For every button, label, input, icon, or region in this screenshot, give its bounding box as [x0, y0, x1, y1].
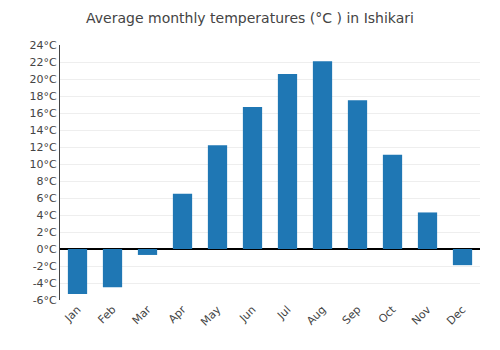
svg-text:-6°C: -6°C: [33, 294, 57, 307]
svg-text:Feb: Feb: [96, 303, 119, 326]
svg-text:6°C: 6°C: [37, 192, 57, 205]
svg-text:20°C: 20°C: [30, 73, 57, 86]
svg-text:Jan: Jan: [62, 303, 84, 325]
svg-text:Jul: Jul: [274, 303, 293, 322]
svg-text:22°C: 22°C: [30, 56, 57, 69]
svg-text:Dec: Dec: [444, 303, 468, 327]
svg-text:Mar: Mar: [130, 303, 154, 327]
svg-text:0°C: 0°C: [37, 243, 57, 256]
svg-text:18°C: 18°C: [30, 90, 57, 103]
svg-text:16°C: 16°C: [30, 107, 57, 120]
svg-text:14°C: 14°C: [30, 124, 57, 137]
svg-text:-4°C: -4°C: [33, 277, 57, 290]
svg-text:Aug: Aug: [304, 303, 328, 327]
svg-text:8°C: 8°C: [37, 175, 57, 188]
svg-text:2°C: 2°C: [37, 226, 57, 239]
svg-text:May: May: [198, 303, 224, 329]
svg-text:Average monthly temperatures (: Average monthly temperatures (°C ) in Is…: [86, 10, 414, 26]
svg-text:Nov: Nov: [409, 303, 434, 328]
svg-text:10°C: 10°C: [30, 158, 57, 171]
svg-text:Jun: Jun: [236, 303, 258, 325]
svg-text:12°C: 12°C: [30, 141, 57, 154]
svg-text:Sep: Sep: [340, 303, 364, 327]
svg-text:24°C: 24°C: [30, 39, 57, 52]
svg-text:4°C: 4°C: [37, 209, 57, 222]
svg-text:-2°C: -2°C: [33, 260, 57, 273]
svg-text:Apr: Apr: [166, 303, 189, 326]
svg-text:Oct: Oct: [376, 303, 399, 326]
